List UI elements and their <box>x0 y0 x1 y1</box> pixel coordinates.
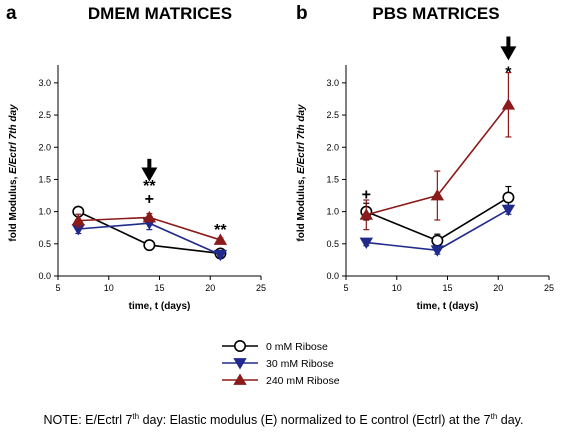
chart-panel-a: a DMEM MATRICES 5 10 15 20 25 0.0 0.5 1.0 1.5 2.0 2.… <box>6 3 266 312</box>
y-tick-label: 2.0 <box>38 142 51 152</box>
x-tick-label: 10 <box>392 283 402 293</box>
y-tick-label: 2.5 <box>38 110 51 120</box>
y-tick-label: 1.5 <box>38 174 51 184</box>
y-tick-label: 0.5 <box>38 239 51 249</box>
x-tick-label: 20 <box>493 283 503 293</box>
x-tick-label: 5 <box>55 283 60 293</box>
panel-label: a <box>6 3 17 24</box>
x-tick-label: 15 <box>154 283 164 293</box>
x-tick-label: 25 <box>256 283 266 293</box>
legend-label: 0 mM Ribose <box>266 341 328 353</box>
legend-marker <box>233 358 247 370</box>
y-axis-label: fold Modulus, E/Ectrl 7th day <box>296 104 307 242</box>
data-point <box>359 208 373 220</box>
footnote: NOTE: E/Ectrl 7th day: Elastic modulus (… <box>0 412 567 427</box>
y-tick-label: 1.0 <box>326 207 339 217</box>
significance-mark: + <box>145 191 154 208</box>
y-tick-label: 1.5 <box>326 174 339 184</box>
x-tick-label: 25 <box>544 283 554 293</box>
y-tick-label: 0.5 <box>326 239 339 249</box>
note-sup-1: th <box>132 412 140 421</box>
data-point <box>431 234 444 247</box>
chart-title: DMEM MATRICES <box>88 4 232 23</box>
x-tick-label: 20 <box>205 283 215 293</box>
data-point <box>213 233 228 245</box>
y-axis-label: fold Modulus, E/Ectrl 7th day <box>8 104 19 242</box>
y-tick-label: 0.0 <box>38 271 51 281</box>
y-tick-label: 3.0 <box>326 78 339 88</box>
arrow-down-icon <box>500 46 517 61</box>
x-axis-label: time, t (days) <box>417 301 479 312</box>
data-point <box>213 249 228 262</box>
y-tick-label: 1.0 <box>38 207 51 217</box>
data-point <box>359 237 373 250</box>
note-sup-2: th <box>490 412 498 421</box>
significance-mark: * <box>505 64 512 81</box>
y-tick-label: 2.5 <box>326 110 339 120</box>
series-240-mm-ribose <box>359 71 516 231</box>
legend-label: 30 mM Ribose <box>266 358 334 370</box>
data-point <box>71 214 85 226</box>
legend: 0 mM Ribose 30 mM Ribose 240 mM Ribose <box>222 339 340 387</box>
legend-marker <box>234 339 247 352</box>
chart-title: PBS MATRICES <box>372 4 499 23</box>
chart-panel-b: b PBS MATRICES 5 10 15 20 25 0.0 0.5 1.0 1.5 2.0 2.5… <box>296 3 554 312</box>
legend-marker <box>233 373 247 385</box>
data-point <box>502 191 515 204</box>
x-tick-label: 10 <box>104 283 114 293</box>
series-30-mm-ribose <box>71 216 228 262</box>
data-point <box>430 245 445 257</box>
x-axis-label: time, t (days) <box>129 301 191 312</box>
note-part-1: NOTE: E/Ectrl 7 <box>43 413 133 428</box>
data-point <box>430 189 445 201</box>
significance-mark: ** <box>143 178 156 195</box>
legend-label: 240 mM Ribose <box>266 375 340 387</box>
y-tick-label: 3.0 <box>38 78 51 88</box>
panel-label: b <box>296 3 308 24</box>
significance-mark: + <box>362 187 371 204</box>
series-30-mm-ribose <box>359 204 516 257</box>
data-point <box>501 204 516 217</box>
y-tick-label: 2.0 <box>326 142 339 152</box>
x-tick-label: 5 <box>343 283 348 293</box>
x-tick-label: 15 <box>442 283 452 293</box>
note-part-2: day: Elastic modulus (E) normalized to E… <box>139 413 491 428</box>
data-point <box>143 239 156 252</box>
series-240-mm-ribose <box>71 210 228 245</box>
data-point <box>501 98 516 110</box>
series-0-mm-ribose <box>360 185 515 248</box>
y-tick-label: 0.0 <box>326 271 339 281</box>
arrow-down-icon <box>141 167 158 182</box>
significance-mark: ** <box>214 222 227 239</box>
note-part-3: day. <box>497 413 524 428</box>
data-point <box>142 210 157 223</box>
